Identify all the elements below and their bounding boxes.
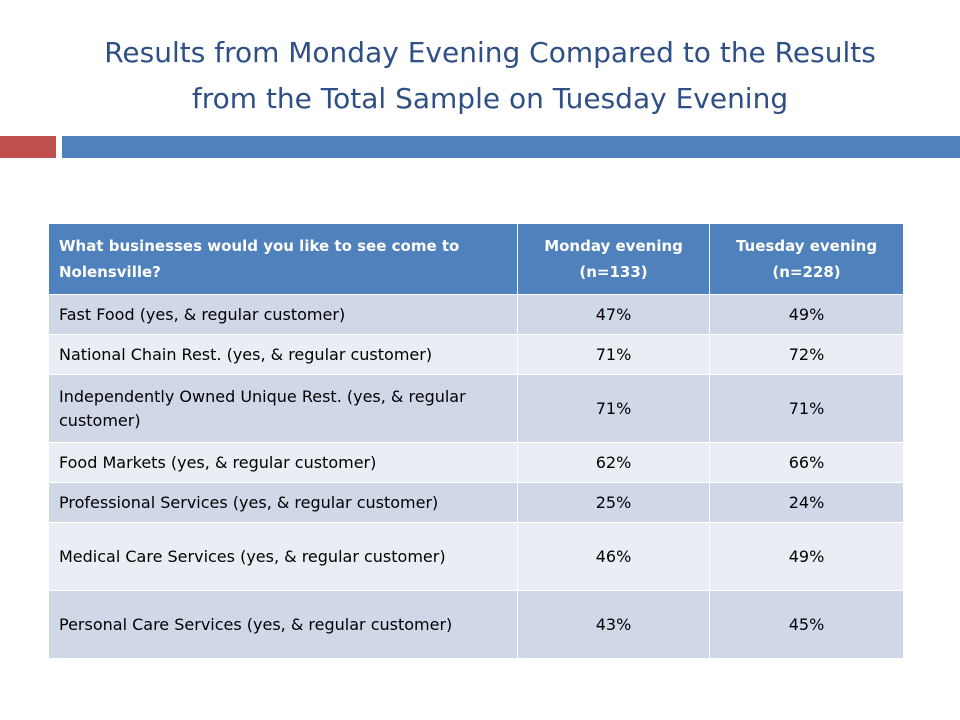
header-tuesday: Tuesday evening (n=228) (709, 223, 904, 295)
table-row: Professional Services (yes, & regular cu… (48, 482, 904, 523)
monday-value: 71% (516, 334, 711, 375)
table-header-row: What businesses would you like to see co… (48, 223, 904, 295)
monday-value: 47% (516, 294, 711, 335)
decorative-bar-red (0, 136, 56, 158)
monday-value: 43% (516, 590, 711, 659)
header-monday: Monday evening (n=133) (516, 223, 711, 295)
decorative-bar-blue (62, 136, 960, 158)
tuesday-value: 72% (709, 334, 904, 375)
header-question: What businesses would you like to see co… (48, 223, 518, 295)
slide-title-line-2: from the Total Sample on Tuesday Evening (191, 82, 789, 115)
table-row: Personal Care Services (yes, & regular c… (48, 590, 904, 659)
monday-value: 62% (516, 442, 711, 483)
table-row: Food Markets (yes, & regular customer) 6… (48, 442, 904, 483)
results-table: What businesses would you like to see co… (48, 223, 904, 659)
table-row: Independently Owned Unique Rest. (yes, &… (48, 374, 904, 443)
tuesday-value: 24% (709, 482, 904, 523)
row-label: National Chain Rest. (yes, & regular cus… (48, 334, 518, 375)
monday-value: 46% (516, 522, 711, 591)
slide-title-line-1: Results from Monday Evening Compared to … (104, 36, 876, 69)
row-label: Medical Care Services (yes, & regular cu… (48, 522, 518, 591)
table-row: Fast Food (yes, & regular customer) 47% … (48, 294, 904, 335)
row-label: Personal Care Services (yes, & regular c… (48, 590, 518, 659)
tuesday-value: 49% (709, 294, 904, 335)
tuesday-value: 71% (709, 374, 904, 443)
tuesday-value: 49% (709, 522, 904, 591)
tuesday-value: 45% (709, 590, 904, 659)
slide-title: Results from Monday Evening Compared to … (60, 30, 920, 122)
row-label: Fast Food (yes, & regular customer) (48, 294, 518, 335)
monday-value: 25% (516, 482, 711, 523)
row-label: Food Markets (yes, & regular customer) (48, 442, 518, 483)
row-label: Independently Owned Unique Rest. (yes, &… (48, 374, 518, 443)
row-label: Professional Services (yes, & regular cu… (48, 482, 518, 523)
monday-value: 71% (516, 374, 711, 443)
tuesday-value: 66% (709, 442, 904, 483)
table-row: Medical Care Services (yes, & regular cu… (48, 522, 904, 591)
table-row: National Chain Rest. (yes, & regular cus… (48, 334, 904, 375)
